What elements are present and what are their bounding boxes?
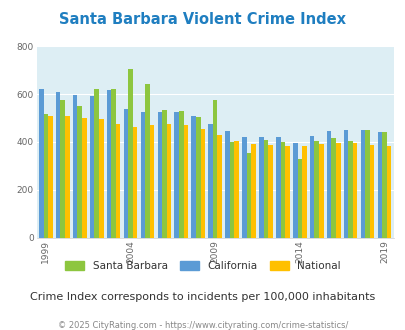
Bar (56, 92, 60, 238)
Bar (225, 131, 229, 238)
Bar (43, 115, 48, 238)
Bar (140, 112, 145, 238)
Bar (128, 69, 132, 238)
Bar (263, 140, 268, 238)
Bar (60, 100, 65, 238)
Bar (48, 116, 53, 238)
Bar (82, 118, 86, 238)
Bar (107, 90, 111, 238)
Bar (292, 143, 297, 238)
Bar (318, 144, 323, 238)
Text: © 2025 CityRating.com - https://www.cityrating.com/crime-statistics/: © 2025 CityRating.com - https://www.city… (58, 321, 347, 330)
Bar (268, 145, 272, 238)
Bar (309, 136, 314, 238)
Bar (251, 144, 255, 238)
Bar (183, 125, 188, 238)
Bar (157, 112, 162, 238)
Bar (217, 135, 222, 238)
Bar (347, 141, 352, 238)
Bar (39, 88, 43, 238)
Bar (132, 127, 137, 238)
Bar (162, 110, 166, 238)
Bar (352, 143, 357, 238)
Bar (335, 143, 340, 238)
Bar (381, 132, 386, 238)
Bar (72, 95, 77, 238)
Bar (275, 137, 280, 238)
Bar (343, 130, 347, 238)
Bar (314, 141, 318, 238)
Bar (115, 124, 120, 238)
Bar (200, 129, 205, 238)
Bar (284, 146, 289, 238)
Text: Crime Index corresponds to incidents per 100,000 inhabitants: Crime Index corresponds to incidents per… (30, 292, 375, 302)
Bar (386, 147, 390, 238)
Bar (364, 130, 369, 238)
Bar (297, 159, 301, 238)
Bar (94, 89, 99, 238)
Bar (191, 115, 196, 238)
Bar (280, 142, 284, 238)
Bar (258, 137, 263, 238)
Text: Santa Barbara Violent Crime Index: Santa Barbara Violent Crime Index (60, 12, 345, 26)
Bar (242, 137, 246, 238)
Bar (212, 100, 217, 238)
Bar (124, 109, 128, 238)
Bar (330, 138, 335, 238)
Bar (99, 119, 103, 238)
Bar (111, 89, 115, 238)
Bar (360, 130, 364, 238)
Bar (208, 124, 212, 238)
Legend: Santa Barbara, California, National: Santa Barbara, California, National (62, 258, 343, 274)
Bar (77, 107, 82, 238)
Bar (369, 146, 373, 238)
Bar (234, 141, 239, 238)
Bar (174, 112, 179, 238)
Bar (65, 116, 70, 238)
Bar (145, 84, 149, 238)
Bar (246, 153, 251, 238)
Bar (326, 131, 330, 238)
Bar (166, 124, 171, 238)
Bar (90, 96, 94, 238)
Bar (301, 146, 306, 238)
Bar (149, 125, 154, 238)
Bar (179, 111, 183, 238)
Bar (229, 142, 234, 238)
Bar (196, 117, 200, 238)
Bar (377, 132, 381, 238)
